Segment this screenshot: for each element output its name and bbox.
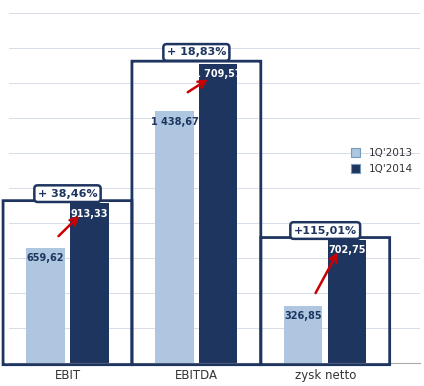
Text: + 18,83%: + 18,83% (167, 47, 226, 58)
Bar (284, 306, 323, 363)
Text: + 38,46%: + 38,46% (38, 189, 98, 199)
Text: 1 438,67: 1 438,67 (151, 117, 198, 127)
Bar (70, 203, 109, 363)
Text: +115,01%: +115,01% (294, 225, 357, 235)
Text: 1 709,57: 1 709,57 (195, 69, 242, 79)
Text: 702,75: 702,75 (329, 245, 366, 256)
Bar (199, 64, 237, 363)
Text: 913,33: 913,33 (71, 208, 108, 218)
Bar (155, 111, 194, 363)
Text: 326,85: 326,85 (285, 311, 322, 321)
Text: 659,62: 659,62 (27, 253, 64, 263)
Bar (328, 240, 366, 363)
Bar (26, 248, 65, 363)
Legend: 1Q'2013, 1Q'2014: 1Q'2013, 1Q'2014 (349, 146, 415, 176)
